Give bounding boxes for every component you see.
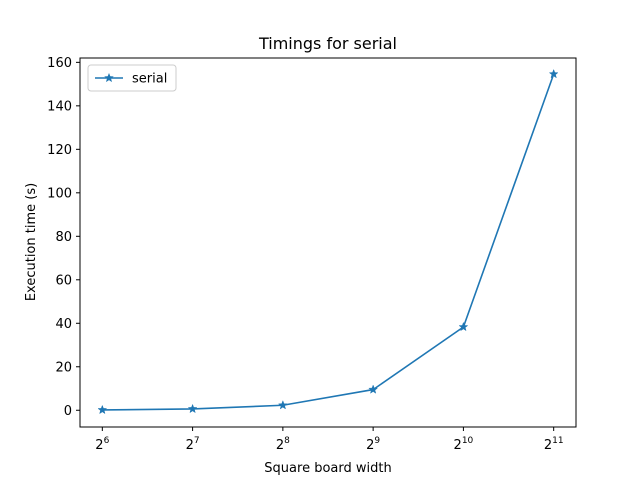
legend-box xyxy=(87,64,177,92)
x-tick-exponent: 11 xyxy=(552,436,563,446)
data-point-star xyxy=(187,403,198,414)
y-axis-label: Execution time (s) xyxy=(24,183,39,301)
x-tick-base: 2 xyxy=(366,438,374,453)
data-point-star xyxy=(97,404,108,415)
x-tick-base: 2 xyxy=(95,438,103,453)
data-point-star xyxy=(368,384,379,394)
y-tick-label: 160 xyxy=(47,56,72,71)
data-point-star xyxy=(548,68,559,79)
legend: serial xyxy=(87,64,177,92)
x-tick-base: 2 xyxy=(276,438,284,453)
x-tick-base: 2 xyxy=(186,438,194,453)
x-tick-exponent: 6 xyxy=(104,436,110,446)
plot-frame xyxy=(79,57,577,428)
x-tick-exponent: 8 xyxy=(284,436,290,446)
y-tick-label: 140 xyxy=(47,99,72,114)
x-axis-label: Square board width xyxy=(264,461,391,476)
x-tick-label: 210 xyxy=(454,436,474,453)
data-point-star xyxy=(458,321,469,332)
x-tick-label: 27 xyxy=(186,436,200,453)
legend-label: serial xyxy=(132,72,167,87)
x-tick-exponent: 9 xyxy=(374,436,380,446)
y-tick-label: 0 xyxy=(64,404,72,419)
x-tick-label: 29 xyxy=(366,436,380,453)
x-tick-base: 2 xyxy=(454,438,462,453)
x-tick-base: 2 xyxy=(544,438,552,453)
y-tick-label: 20 xyxy=(55,360,72,375)
y-tick-label: 60 xyxy=(55,273,72,288)
y-tick-label: 80 xyxy=(55,230,72,245)
x-tick-label: 28 xyxy=(276,436,290,453)
y-tick-label: 120 xyxy=(47,143,72,158)
x-tick-exponent: 7 xyxy=(194,436,200,446)
chart-title: Timings for serial xyxy=(258,34,397,53)
x-tick-exponent: 10 xyxy=(462,436,474,446)
legend-star-marker xyxy=(104,72,114,83)
x-tick-label: 211 xyxy=(544,436,564,453)
data-point-star xyxy=(277,400,288,410)
y-tick-label: 100 xyxy=(47,186,72,201)
x-tick-label: 26 xyxy=(95,436,109,453)
series-line-serial xyxy=(102,73,555,411)
y-tick-label: 40 xyxy=(55,317,72,332)
